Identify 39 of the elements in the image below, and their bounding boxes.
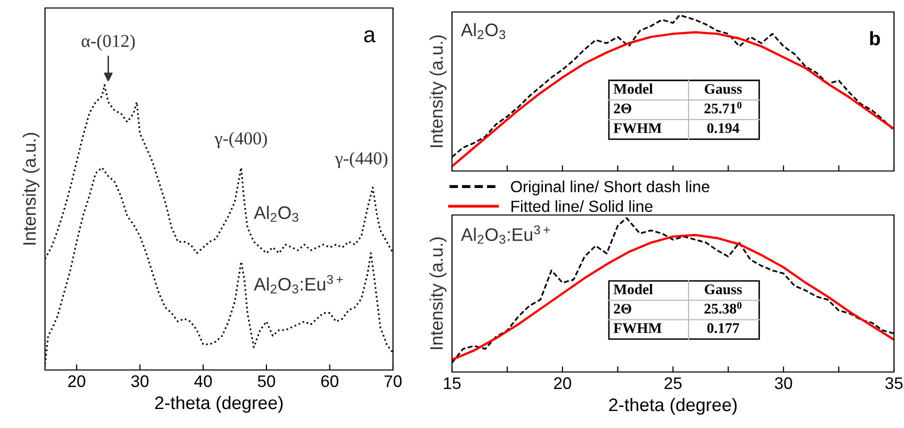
x-tick-label: 30 <box>131 375 149 388</box>
series-label: Al$_{2}$O$_{3}$:Eu$^{3+}$ <box>254 274 343 294</box>
x-tick-label: 15 <box>444 377 461 390</box>
chart-title: Al$_{2}$O$_{3}$:Eu$^{3+}$ <box>460 225 550 244</box>
annotation: 25.38$^{0}$ <box>704 302 742 314</box>
x-tick-label: 20 <box>554 377 572 390</box>
annotation: 2Θ <box>614 304 632 314</box>
annotation: α-(012) <box>82 34 135 51</box>
annotation: 25.71$^{0}$ <box>704 102 742 114</box>
series-label: Al$_{2}$O$_{3}$ <box>254 206 298 222</box>
x-tick-label: 60 <box>321 375 338 388</box>
annotation: γ-(400) <box>214 132 267 148</box>
x-tick-label: 20 <box>68 375 86 388</box>
annotation: 0.177 <box>707 323 740 334</box>
annotation: FWHM <box>614 123 662 134</box>
text: a <box>364 30 376 42</box>
x-tick-label: 40 <box>194 375 212 388</box>
annotation: Gauss <box>704 84 742 94</box>
y-axis-title: Intensity (a.u.) <box>22 132 40 245</box>
annotation: Gauss <box>704 284 742 294</box>
legend-label: Fitted line/ Solid line <box>512 200 652 212</box>
x-tick-label: 50 <box>258 375 276 388</box>
y-axis-title: Intensity (a.u.) <box>430 237 446 350</box>
x-tick-label: 35 <box>885 377 903 390</box>
annotation: b <box>870 31 880 46</box>
x-axis-title: 2-theta (degree) <box>609 398 737 415</box>
y-axis-title: Intensity (a.u.) <box>430 35 446 148</box>
chart-title: Al$_{2}$O$_{3}$ <box>460 23 506 40</box>
x-tick-label: 30 <box>774 377 792 390</box>
x-tick-label: 25 <box>664 377 682 390</box>
annotation: 0.194 <box>707 123 740 134</box>
annotation: γ-(440) <box>335 152 388 168</box>
annotation: 2Θ <box>614 104 632 114</box>
x-tick-label: 70 <box>384 375 402 388</box>
annotation: Model <box>614 84 653 94</box>
legend-label: Original line/ Short dash line <box>511 180 710 196</box>
annotation: Model <box>614 284 653 294</box>
x-axis-title: 2-theta (degree) <box>155 396 283 413</box>
annotation: FWHM <box>614 323 662 334</box>
